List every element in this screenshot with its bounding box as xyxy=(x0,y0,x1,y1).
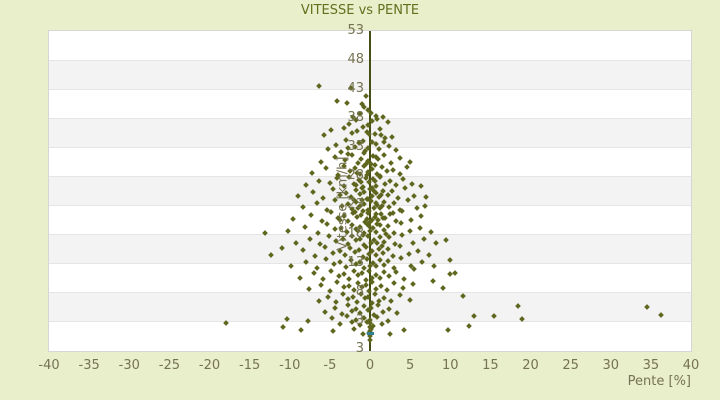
x-tick-label: -40 xyxy=(38,358,60,373)
x-tick-label: -10 xyxy=(279,358,301,373)
y-tick-label: 53 xyxy=(347,23,364,38)
plot-area: 53 48 43 38 33 28 23 18 13 8 3 3 Vitesse [km/h] -4… xyxy=(38,23,699,389)
x-axis-title: Pente [%] xyxy=(627,374,691,389)
x-tick-label: -25 xyxy=(158,358,180,373)
x-tick-label: -35 xyxy=(78,358,100,373)
chart-title: VITESSE vs PENTE xyxy=(300,3,420,18)
x-tick-label: -5 xyxy=(323,358,337,373)
x-tick-label: 0 xyxy=(365,358,375,373)
y-axis-title: Vitesse [km/h] xyxy=(335,156,351,251)
y-tick-label: 18 xyxy=(347,226,364,241)
x-tick-label: -30 xyxy=(118,358,140,373)
x-tick-label: -20 xyxy=(198,358,221,373)
x-tick-label: 10 xyxy=(441,358,459,373)
highlight-point xyxy=(366,331,374,335)
x-tick-label: -15 xyxy=(239,358,261,373)
x-tick-label: 40 xyxy=(682,358,700,373)
y-tick-label: 8 xyxy=(355,284,364,299)
y-tick-label: 23 xyxy=(347,197,364,212)
y-tick-label: 48 xyxy=(347,52,364,67)
x-tick-label: 25 xyxy=(562,358,579,373)
y-tick-label: 28 xyxy=(347,168,364,183)
y-tick-label: 13 xyxy=(347,255,364,270)
x-tick-label: 30 xyxy=(602,358,620,373)
y-tick-label: 38 xyxy=(347,110,364,125)
x-tick-label: 15 xyxy=(482,358,499,373)
x-tick-label: 35 xyxy=(642,358,660,373)
x-tick-label: 5 xyxy=(405,358,415,373)
y-axis-bottom-label: 3 xyxy=(355,341,364,356)
y-tick-label: 33 xyxy=(347,139,364,154)
y-tick-label: 43 xyxy=(347,81,364,96)
x-tick-label: 20 xyxy=(522,358,539,373)
y-tick-label: 3 xyxy=(355,313,364,328)
